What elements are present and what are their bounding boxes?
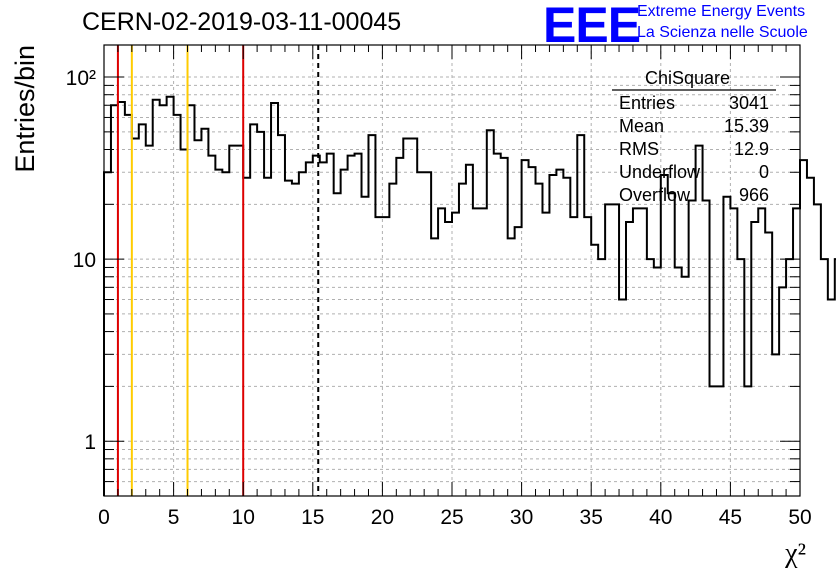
stats-title: ChiSquare xyxy=(645,68,731,88)
x-tick-label: 5 xyxy=(168,506,180,529)
stats-underflow-label: Underflow xyxy=(619,162,701,182)
y-axis-title: Entries/bin xyxy=(10,45,40,173)
y-tick-label: 10² xyxy=(66,67,96,90)
stats-overflow-value: 966 xyxy=(738,185,769,205)
x-tick-label: 15 xyxy=(301,506,324,529)
run-title: CERN-02-2019-03-11-00045 xyxy=(82,8,402,36)
x-tick-label: 30 xyxy=(510,506,533,529)
stats-underflow-value: 0 xyxy=(758,162,769,182)
x-tick-label: 35 xyxy=(580,506,603,529)
stats-entries-label: Entries xyxy=(619,93,676,113)
eee-logo: EEE xyxy=(543,0,641,53)
x-tick-label: 50 xyxy=(788,506,811,529)
stats-entries-value: 3041 xyxy=(728,93,769,113)
stats-overflow-label: Overflow xyxy=(619,185,691,205)
x-tick-label: 25 xyxy=(440,506,463,529)
x-axis-title: χ² xyxy=(784,538,806,569)
x-tick-label: 10 xyxy=(232,506,255,529)
logo-line2: La Scienza nelle Scuole xyxy=(637,24,808,41)
x-tick-label: 40 xyxy=(649,506,672,529)
y-tick-label: 1 xyxy=(84,431,96,454)
stats-rms-label: RMS xyxy=(619,139,659,159)
stats-rms-value: 12.9 xyxy=(733,139,769,159)
y-tick-label: 10 xyxy=(73,249,96,272)
histogram-line xyxy=(103,95,836,496)
x-tick-label: 20 xyxy=(371,506,394,529)
stats-mean-value: 15.39 xyxy=(723,116,769,136)
logo-line1: Extreme Energy Events xyxy=(637,3,806,20)
x-tick-label: 0 xyxy=(98,506,110,529)
x-tick-label: 45 xyxy=(719,506,742,529)
stats-mean-label: Mean xyxy=(619,116,665,136)
